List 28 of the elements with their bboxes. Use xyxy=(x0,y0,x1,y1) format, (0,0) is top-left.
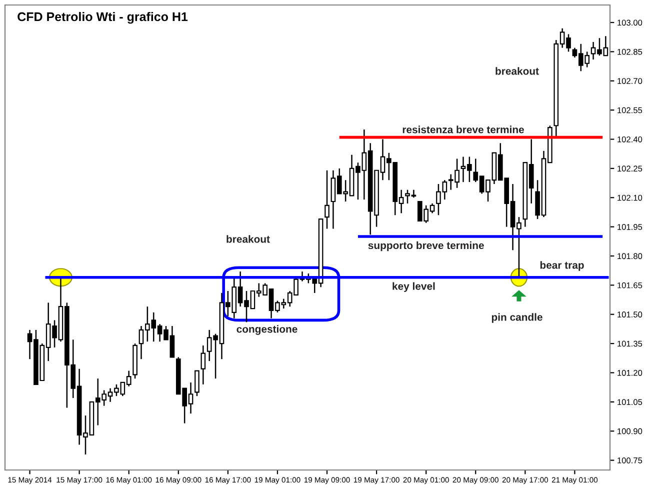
y-tick-label: 102.10 xyxy=(618,194,642,201)
ref-line-label: key level xyxy=(392,282,435,292)
y-tick-label: 102.70 xyxy=(618,78,642,84)
y-tick-label: 100.90 xyxy=(618,428,642,434)
candlestick xyxy=(324,170,330,230)
y-tick-label: 102.85 xyxy=(618,48,642,55)
y-tick-label: 101.80 xyxy=(618,253,642,260)
y-tick-label: 100.75 xyxy=(618,457,642,464)
y-tick-label: 102.40 xyxy=(618,136,642,142)
ref-line-label: supporto breve termine xyxy=(368,241,484,252)
y-tick-label: 101.50 xyxy=(618,312,642,318)
candlestick xyxy=(200,344,206,386)
annotation: breakout xyxy=(226,235,270,243)
y-tick-label: 102.55 xyxy=(618,107,642,114)
ref-line-label: resistenza breve termine xyxy=(402,126,524,134)
y-tick-label: 101.20 xyxy=(618,370,642,376)
y-tick-label: 103.00 xyxy=(618,20,642,26)
annotation: bear trap xyxy=(540,261,584,271)
text: CFD Petrolio Wti - grafico H1 xyxy=(18,12,188,24)
annotation: congestione xyxy=(236,325,298,335)
candlestick xyxy=(194,370,200,397)
y-tick-label: 102.25 xyxy=(618,166,642,172)
y-tick-label: 101.95 xyxy=(618,224,642,230)
y-tick-label: 101.35 xyxy=(618,340,642,347)
annotation: pin candle xyxy=(492,313,542,323)
annotation: breakout xyxy=(496,67,539,75)
y-tick-label: 101.65 xyxy=(618,282,642,288)
y-tick-label: 101.05 xyxy=(618,399,642,406)
